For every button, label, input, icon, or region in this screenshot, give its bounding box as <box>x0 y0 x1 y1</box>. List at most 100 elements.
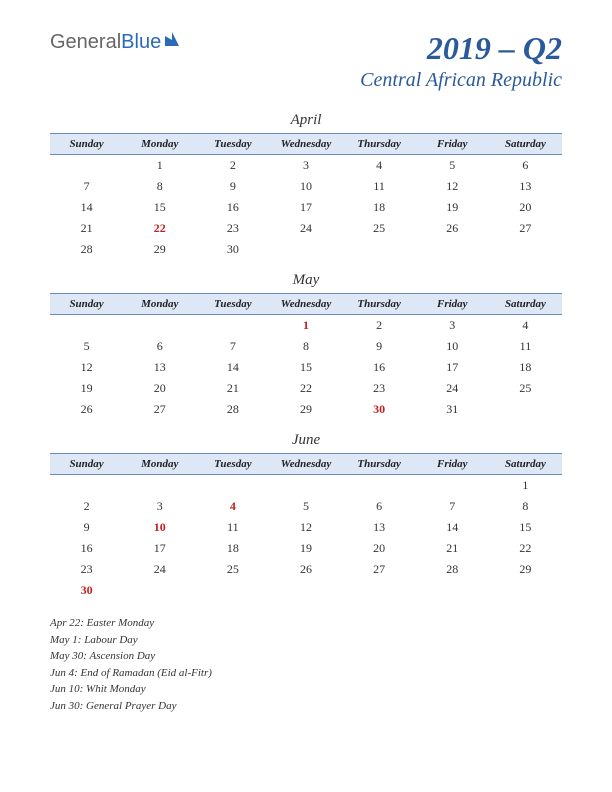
header: GeneralBlue 2019 – Q2 Central African Re… <box>50 30 562 92</box>
month-name: April <box>50 112 562 129</box>
calendar-day: 12 <box>416 176 489 197</box>
day-header: Wednesday <box>269 134 342 155</box>
calendar-day: 7 <box>196 336 269 357</box>
calendar-day: 21 <box>196 378 269 399</box>
calendar-day: 2 <box>50 496 123 517</box>
calendar-day: 19 <box>416 197 489 218</box>
calendar-day: 21 <box>416 538 489 559</box>
calendar-day <box>50 475 123 497</box>
calendar-day <box>343 239 416 260</box>
calendar-day: 8 <box>269 336 342 357</box>
calendar-day: 9 <box>196 176 269 197</box>
day-header: Thursday <box>343 294 416 315</box>
calendar-day: 12 <box>50 357 123 378</box>
month-name: June <box>50 432 562 449</box>
calendar-day: 4 <box>196 496 269 517</box>
calendar-day: 17 <box>416 357 489 378</box>
calendar-day: 24 <box>269 218 342 239</box>
day-header: Sunday <box>50 134 123 155</box>
calendar-day: 1 <box>489 475 562 497</box>
calendar-table: SundayMondayTuesdayWednesdayThursdayFrid… <box>50 453 562 601</box>
calendar-day: 15 <box>123 197 196 218</box>
quarter-title: 2019 – Q2 <box>360 30 562 67</box>
calendar-table: SundayMondayTuesdayWednesdayThursdayFrid… <box>50 133 562 260</box>
calendar-day: 26 <box>50 399 123 420</box>
logo: GeneralBlue <box>50 30 181 54</box>
calendar-day: 9 <box>343 336 416 357</box>
day-header: Wednesday <box>269 294 342 315</box>
calendar-day: 2 <box>343 315 416 337</box>
calendar-day: 1 <box>269 315 342 337</box>
calendar-day: 28 <box>50 239 123 260</box>
calendar-day: 30 <box>196 239 269 260</box>
calendar-day: 29 <box>269 399 342 420</box>
calendar-day: 10 <box>123 517 196 538</box>
holiday-list: Apr 22: Easter MondayMay 1: Labour DayMa… <box>50 615 562 714</box>
calendar-day: 19 <box>50 378 123 399</box>
calendar-day <box>196 580 269 601</box>
calendar-day: 20 <box>489 197 562 218</box>
day-header: Friday <box>416 454 489 475</box>
calendar-day: 11 <box>343 176 416 197</box>
calendar-day: 27 <box>123 399 196 420</box>
calendar-day: 14 <box>416 517 489 538</box>
calendar-day <box>489 580 562 601</box>
day-header: Monday <box>123 134 196 155</box>
calendar-day: 22 <box>489 538 562 559</box>
calendar-day: 26 <box>416 218 489 239</box>
calendar-day: 7 <box>416 496 489 517</box>
calendar-day <box>123 475 196 497</box>
calendar-day <box>489 239 562 260</box>
calendar-day: 8 <box>123 176 196 197</box>
calendar-day: 5 <box>50 336 123 357</box>
calendar-day: 3 <box>416 315 489 337</box>
calendar-day: 6 <box>123 336 196 357</box>
day-header: Friday <box>416 294 489 315</box>
calendar-day: 3 <box>269 155 342 177</box>
month-name: May <box>50 272 562 289</box>
calendar-day: 15 <box>489 517 562 538</box>
calendar-day: 18 <box>489 357 562 378</box>
day-header: Tuesday <box>196 294 269 315</box>
calendar-day: 6 <box>489 155 562 177</box>
calendar-day: 23 <box>196 218 269 239</box>
calendar-day <box>416 580 489 601</box>
calendar-day: 23 <box>50 559 123 580</box>
month-block: MaySundayMondayTuesdayWednesdayThursdayF… <box>50 272 562 420</box>
calendar-day: 27 <box>489 218 562 239</box>
day-header: Sunday <box>50 454 123 475</box>
day-header: Saturday <box>489 294 562 315</box>
calendar-day: 17 <box>123 538 196 559</box>
day-header: Thursday <box>343 134 416 155</box>
calendar-day <box>50 315 123 337</box>
calendar-day <box>269 580 342 601</box>
logo-text-general: General <box>50 31 121 54</box>
calendar-day: 19 <box>269 538 342 559</box>
calendar-day <box>50 155 123 177</box>
calendar-day: 26 <box>269 559 342 580</box>
calendar-day: 18 <box>343 197 416 218</box>
logo-icon <box>163 30 181 54</box>
calendar-day: 22 <box>269 378 342 399</box>
calendar-day: 24 <box>416 378 489 399</box>
calendar-day: 16 <box>343 357 416 378</box>
month-block: June SundayMondayTuesdayWednesdayThursday… <box>50 432 562 601</box>
calendar-day: 15 <box>269 357 342 378</box>
day-header: Friday <box>416 134 489 155</box>
calendar-day: 31 <box>416 399 489 420</box>
holiday-entry: Apr 22: Easter Monday <box>50 615 562 632</box>
title-block: 2019 – Q2 Central African Republic <box>360 30 562 92</box>
holiday-entry: Jun 10: Whit Monday <box>50 681 562 698</box>
calendar-day <box>343 475 416 497</box>
calendar-day: 29 <box>489 559 562 580</box>
holiday-entry: May 30: Ascension Day <box>50 648 562 665</box>
day-header: Monday <box>123 454 196 475</box>
calendar-day: 3 <box>123 496 196 517</box>
calendar-day <box>196 475 269 497</box>
calendar-day: 24 <box>123 559 196 580</box>
calendar-day: 17 <box>269 197 342 218</box>
calendar-day <box>416 239 489 260</box>
calendar-day: 22 <box>123 218 196 239</box>
calendar-day: 29 <box>123 239 196 260</box>
calendar-day: 7 <box>50 176 123 197</box>
